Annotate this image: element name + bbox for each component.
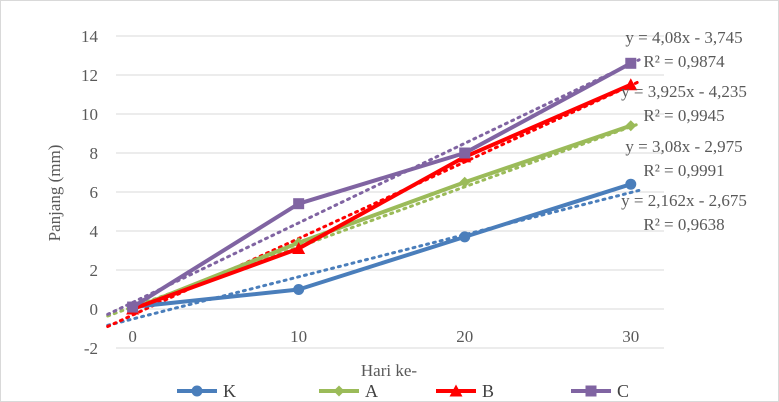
series-line-B: [131, 82, 632, 311]
data-point-B: [292, 242, 306, 255]
y-axis-title: Panjang (mm): [45, 145, 64, 242]
legend-label-K: K: [223, 381, 236, 401]
legend-label-A: A: [365, 381, 378, 401]
data-point-K: [625, 178, 637, 190]
trend-r2-K: R² = 0,9638: [643, 215, 724, 234]
x-tick-label: 20: [456, 327, 473, 346]
legend-marker-A: [333, 385, 345, 397]
data-point-K: [293, 284, 305, 295]
series-line-A: [131, 123, 632, 311]
legend-marker-B: [449, 384, 463, 397]
tick-labels: -2 0 2 4 6 8 10 12 14 0 10 20 30: [81, 27, 639, 358]
legend-marker-K: [191, 385, 203, 397]
series-line-K: [132, 182, 632, 310]
trend-equation-K: y = 2,162x - 2,675: [621, 191, 747, 210]
y-tick-label: 4: [90, 222, 99, 241]
x-tick-label: 30: [622, 327, 639, 346]
series-line-C: [131, 61, 632, 309]
data-point-C: [459, 147, 471, 159]
gridlines: [116, 35, 664, 349]
y-tick-label: 2: [90, 261, 99, 280]
data-point-B: [624, 78, 638, 91]
data-point-A: [459, 176, 471, 188]
trend-equation-C: y = 4,08x - 3,745: [625, 28, 742, 47]
data-point-A: [625, 120, 637, 132]
legend-marker-C: [585, 385, 597, 397]
data-point-C: [293, 198, 305, 210]
y-tick-label: -2: [84, 339, 98, 358]
y-tick-label: 6: [90, 183, 99, 202]
y-tick-label: 8: [90, 144, 99, 163]
trend-equation-B: y = 3,925x - 4,235: [621, 82, 747, 101]
trendline-K: [106, 188, 641, 327]
legend-label-C: C: [617, 381, 629, 401]
data-point-C: [127, 301, 139, 313]
trend-r2-C: R² = 0,9874: [643, 52, 725, 71]
data-point-C: [625, 57, 637, 69]
y-tick-label: 12: [81, 66, 98, 85]
trend-equation-A: y = 3,08x - 2,975: [625, 137, 742, 156]
x-tick-label: 0: [128, 327, 137, 346]
trend-equations: y = 4,08x - 3,745 R² = 0,9874 y = 3,925x -…: [621, 28, 747, 234]
x-tick-label: 10: [290, 327, 307, 346]
y-tick-label: 14: [81, 27, 99, 46]
trend-r2-A: R² = 0,9991: [643, 161, 724, 180]
series-lines: [126, 57, 638, 315]
x-axis-title: Hari ke-: [361, 361, 418, 380]
y-tick-label: 0: [90, 300, 99, 319]
data-point-K: [459, 231, 471, 243]
y-tick-label: 10: [81, 105, 98, 124]
trend-r2-B: R² = 0,9945: [643, 106, 724, 125]
trendline-C: [106, 58, 641, 316]
legend-label-B: B: [482, 381, 494, 401]
